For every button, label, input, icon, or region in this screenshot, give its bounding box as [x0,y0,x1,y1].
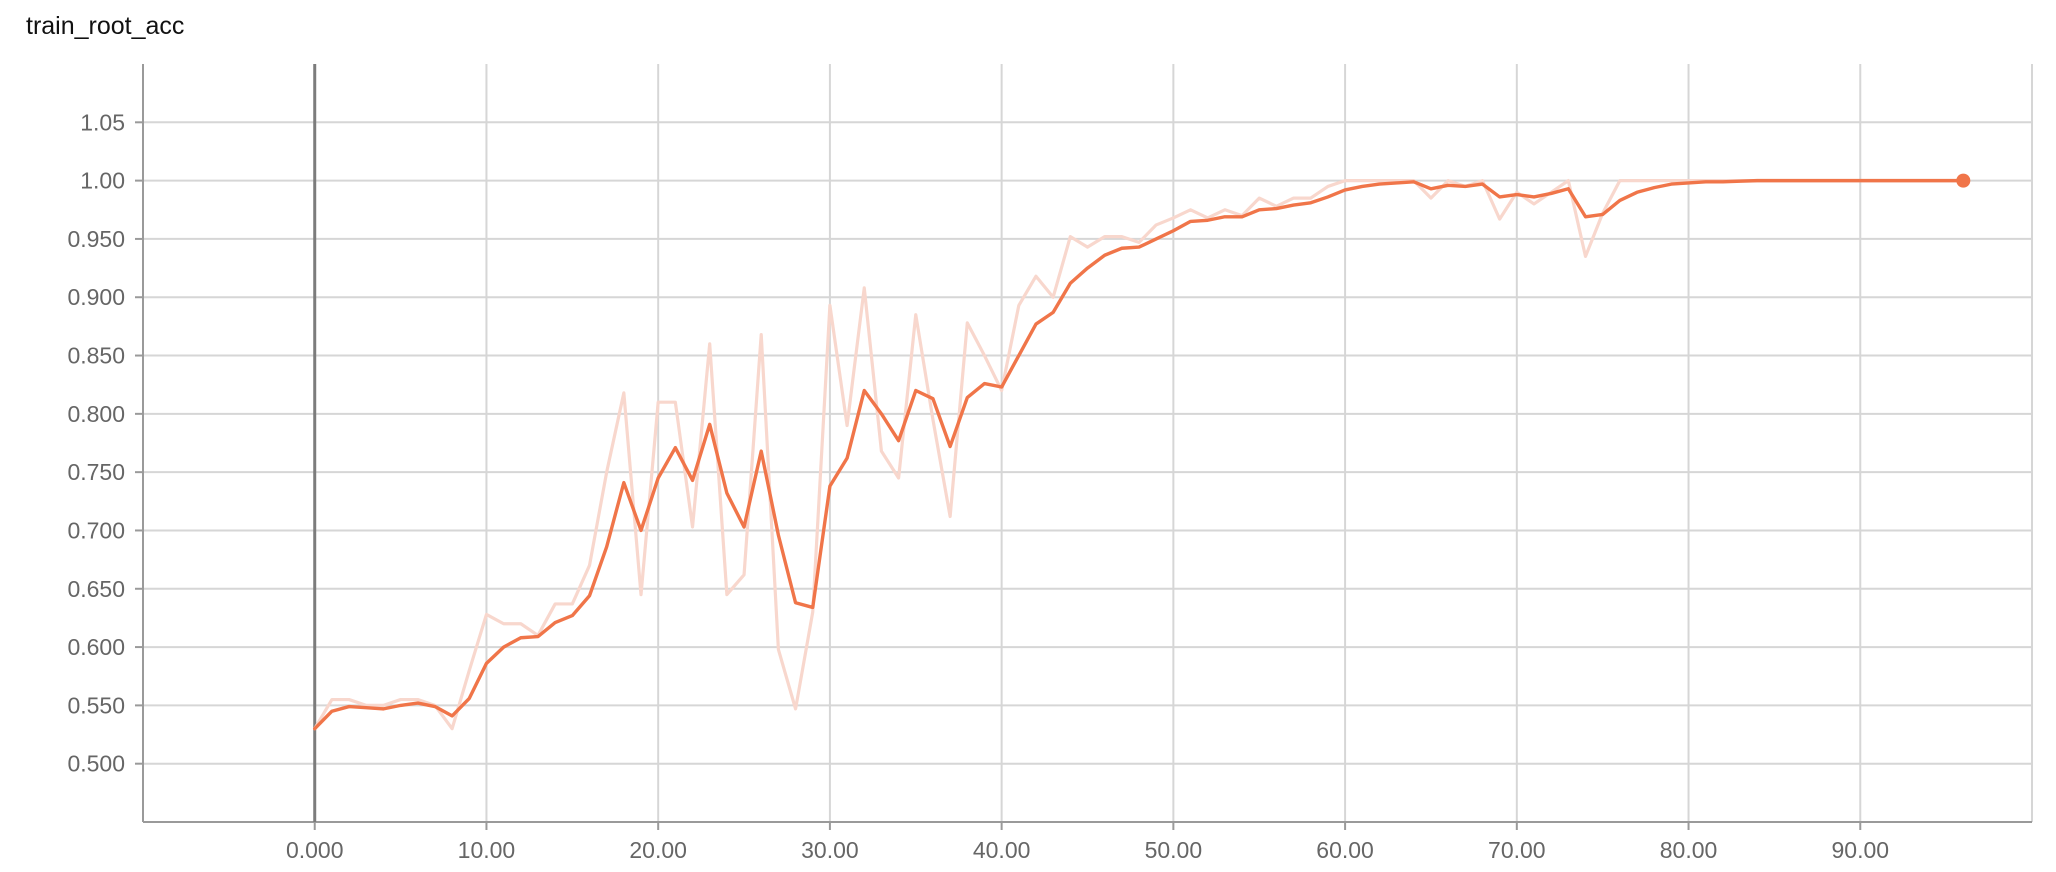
y-tick-label: 0.550 [67,692,125,718]
grid-layer [143,64,2033,822]
x-tick-label: 50.00 [1145,837,1203,863]
x-tick-label: 0.000 [286,837,344,863]
y-tick-label: 0.900 [67,284,125,310]
y-tick-label: 0.650 [67,576,125,602]
y-tick-label: 1.00 [80,168,125,194]
x-tick-label: 20.00 [629,837,687,863]
raw-series-line [313,179,1965,731]
y-tick-label: 0.850 [67,343,125,369]
x-tick-label: 40.00 [973,837,1031,863]
smoothed-series-line [313,178,1966,731]
x-tick-label: 10.00 [458,837,516,863]
y-tick-label: 0.600 [67,634,125,660]
axis-layer [135,64,2032,830]
x-tick-label: 90.00 [1831,837,1889,863]
x-tick-label: 80.00 [1660,837,1718,863]
chart-title: train_root_acc [26,12,185,40]
x-tick-label: 30.00 [801,837,859,863]
x-tick-label: 70.00 [1488,837,1546,863]
y-tick-label: 0.700 [67,517,125,543]
y-tick-label: 1.05 [80,109,125,135]
series-layer [313,173,1971,731]
y-tick-label: 0.800 [67,401,125,427]
tick-label-layer: 0.000 10.00 20.00 30.00 40.00 50.00 60.00 70.00… [67,109,1889,863]
y-tick-label: 0.750 [67,459,125,485]
y-tick-label: 0.500 [67,751,125,777]
y-tick-label: 0.950 [67,226,125,252]
x-tick-label: 60.00 [1316,837,1374,863]
smoothed-series-endpoint [1956,173,1971,188]
